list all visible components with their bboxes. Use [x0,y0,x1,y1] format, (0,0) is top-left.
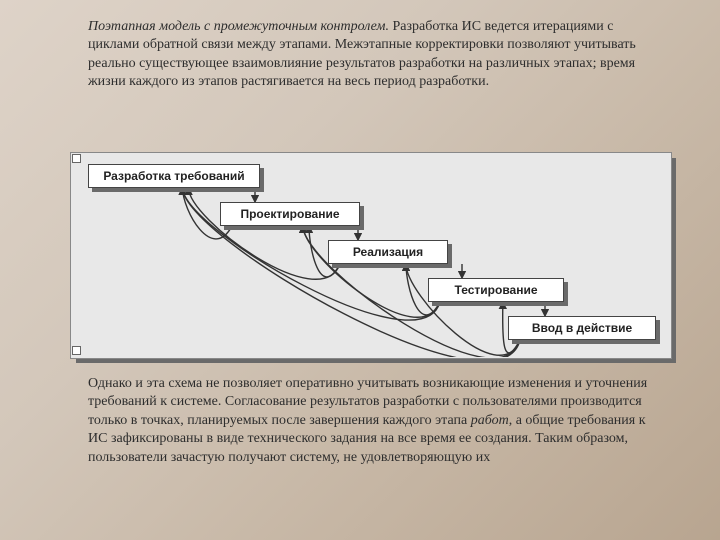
conclusion-italic: работ [471,413,509,428]
stage-s1: Разработка требований [88,164,260,188]
stage-s5: Ввод в действие [508,316,656,340]
stage-s2: Проектирование [220,202,360,226]
conclusion-paragraph: Однако и эта схема не позволяет оператив… [88,375,658,467]
stage-s3: Реализация [328,240,448,264]
intro-title: Поэтапная модель с промежуточным контрол… [88,19,389,34]
stage-model-diagram: Разработка требований Проектирование Реали… [70,152,670,357]
stage-s4: Тестирование [428,278,564,302]
resize-handle-icon [72,154,81,163]
intro-paragraph: Поэтапная модель с промежуточным контрол… [88,18,648,92]
resize-handle-icon [72,346,81,355]
